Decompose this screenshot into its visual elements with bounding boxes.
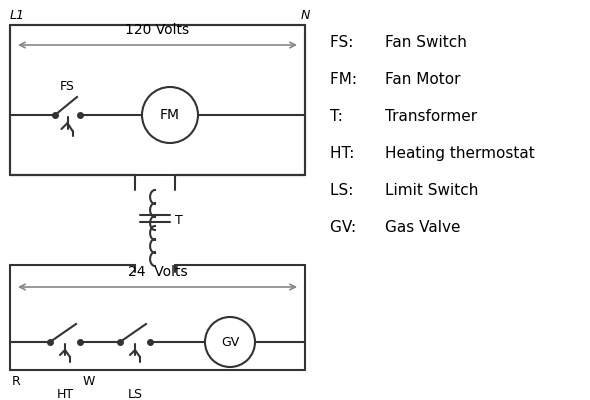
Text: N: N xyxy=(300,9,310,22)
Text: FS: FS xyxy=(60,80,75,93)
Text: W: W xyxy=(83,375,96,388)
Text: Fan Motor: Fan Motor xyxy=(385,72,461,87)
Text: LS:: LS: xyxy=(330,183,363,198)
Text: 24  Volts: 24 Volts xyxy=(127,265,187,279)
Text: L1: L1 xyxy=(10,9,25,22)
Text: T:: T: xyxy=(330,109,362,124)
Text: GV:: GV: xyxy=(330,220,366,235)
Text: FM:: FM: xyxy=(330,72,367,87)
Text: Heating thermostat: Heating thermostat xyxy=(385,146,535,161)
Text: Fan Switch: Fan Switch xyxy=(385,35,467,50)
Text: LS: LS xyxy=(127,388,143,400)
Text: GV: GV xyxy=(221,336,239,348)
Text: HT:: HT: xyxy=(330,146,364,161)
Text: Limit Switch: Limit Switch xyxy=(385,183,478,198)
Text: R: R xyxy=(12,375,21,388)
Text: 120 Volts: 120 Volts xyxy=(126,23,189,37)
Text: FS:: FS: xyxy=(330,35,363,50)
Text: Transformer: Transformer xyxy=(385,109,477,124)
Text: FM: FM xyxy=(160,108,180,122)
Text: T: T xyxy=(175,214,183,226)
Text: Gas Valve: Gas Valve xyxy=(385,220,461,235)
Text: HT: HT xyxy=(57,388,74,400)
